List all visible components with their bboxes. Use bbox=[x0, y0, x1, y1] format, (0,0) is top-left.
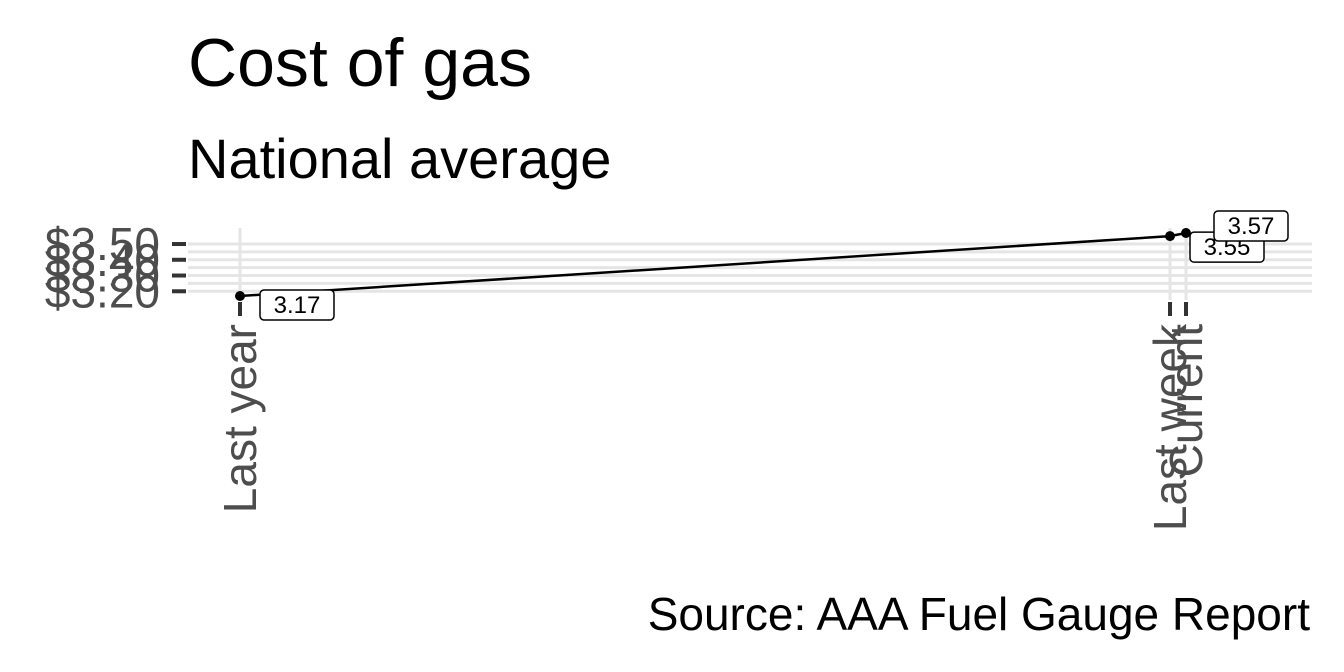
data-label-box bbox=[259, 289, 335, 321]
grid-lines bbox=[188, 228, 1312, 300]
y-tick-label: $3.30 bbox=[45, 250, 160, 302]
chart-caption: Source: AAA Fuel Gauge Report bbox=[648, 588, 1311, 640]
data-point bbox=[235, 291, 245, 301]
series-line bbox=[239, 231, 1187, 298]
data-label: 3.57 bbox=[1228, 213, 1275, 240]
chart-subtitle: National average bbox=[188, 127, 611, 190]
price-series: 3.173.553.57 bbox=[235, 210, 1289, 321]
data-point bbox=[1181, 228, 1191, 238]
y-tick-label: $3.20 bbox=[45, 265, 160, 317]
data-label-group: 3.57 bbox=[1213, 210, 1289, 242]
chart-title: Cost of gas bbox=[188, 25, 532, 101]
x-tick-label: Last week bbox=[1144, 323, 1196, 531]
data-label-box bbox=[1213, 210, 1289, 242]
y-tick-label: $3.40 bbox=[45, 234, 160, 286]
y-tick-label: $3.50 bbox=[45, 218, 160, 270]
data-label: 3.17 bbox=[274, 292, 321, 319]
data-point bbox=[1165, 231, 1175, 242]
x-tick-label: Current bbox=[1160, 324, 1212, 478]
data-label-group: 3.17 bbox=[259, 289, 335, 321]
x-tick-label: Last year bbox=[214, 324, 266, 513]
y-axis: $3.20$3.30$3.40$3.50 bbox=[45, 218, 186, 317]
